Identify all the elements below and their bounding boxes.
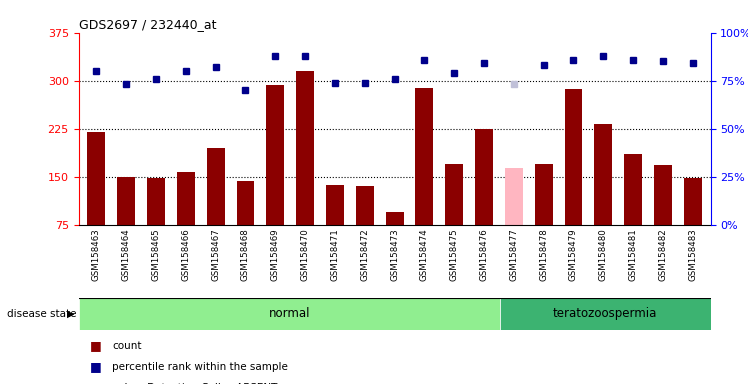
Text: GSM158482: GSM158482	[658, 228, 667, 281]
Text: GSM158474: GSM158474	[420, 228, 429, 281]
Bar	[326, 185, 344, 225]
Bar	[654, 165, 672, 225]
Text: GSM158473: GSM158473	[390, 228, 399, 281]
Text: GSM158471: GSM158471	[331, 228, 340, 281]
Text: percentile rank within the sample: percentile rank within the sample	[112, 362, 288, 372]
Bar	[356, 185, 374, 225]
Text: GSM158483: GSM158483	[688, 228, 697, 281]
Bar	[296, 71, 314, 225]
Text: GSM158470: GSM158470	[301, 228, 310, 281]
Text: GSM158465: GSM158465	[152, 228, 161, 281]
Text: ■: ■	[90, 339, 102, 352]
Bar	[415, 88, 433, 225]
Bar	[684, 178, 702, 225]
Bar	[117, 177, 135, 225]
Bar	[206, 148, 224, 225]
Text: GSM158464: GSM158464	[122, 228, 131, 281]
Bar	[595, 124, 612, 225]
Text: value, Detection Call = ABSENT: value, Detection Call = ABSENT	[112, 383, 278, 384]
Text: GSM158472: GSM158472	[361, 228, 370, 281]
Text: count: count	[112, 341, 141, 351]
Bar	[236, 181, 254, 225]
Text: GSM158469: GSM158469	[271, 228, 280, 281]
Bar	[565, 89, 583, 225]
Text: GSM158467: GSM158467	[211, 228, 220, 281]
Bar	[88, 132, 105, 225]
Bar	[79, 298, 500, 330]
Text: ▶: ▶	[67, 309, 75, 319]
Text: ■: ■	[90, 360, 102, 373]
Bar	[386, 212, 403, 225]
Text: ■: ■	[90, 381, 102, 384]
Text: GSM158466: GSM158466	[181, 228, 191, 281]
Bar	[500, 298, 711, 330]
Text: GSM158477: GSM158477	[509, 228, 518, 281]
Text: GSM158468: GSM158468	[241, 228, 250, 281]
Text: GSM158476: GSM158476	[479, 228, 488, 281]
Text: GSM158475: GSM158475	[450, 228, 459, 281]
Bar	[475, 129, 493, 225]
Text: GSM158463: GSM158463	[92, 228, 101, 281]
Text: GSM158479: GSM158479	[569, 228, 578, 281]
Text: GSM158480: GSM158480	[598, 228, 608, 281]
Bar	[177, 172, 194, 225]
Bar	[624, 154, 642, 225]
Bar	[266, 85, 284, 225]
Text: normal: normal	[269, 308, 310, 320]
Bar	[445, 164, 463, 225]
Bar	[505, 168, 523, 225]
Text: GSM158481: GSM158481	[628, 228, 637, 281]
Text: teratozoospermia: teratozoospermia	[553, 308, 657, 320]
Text: GDS2697 / 232440_at: GDS2697 / 232440_at	[79, 18, 216, 31]
Text: disease state: disease state	[7, 309, 77, 319]
Bar	[535, 164, 553, 225]
Text: GSM158478: GSM158478	[539, 228, 548, 281]
Bar	[147, 178, 165, 225]
